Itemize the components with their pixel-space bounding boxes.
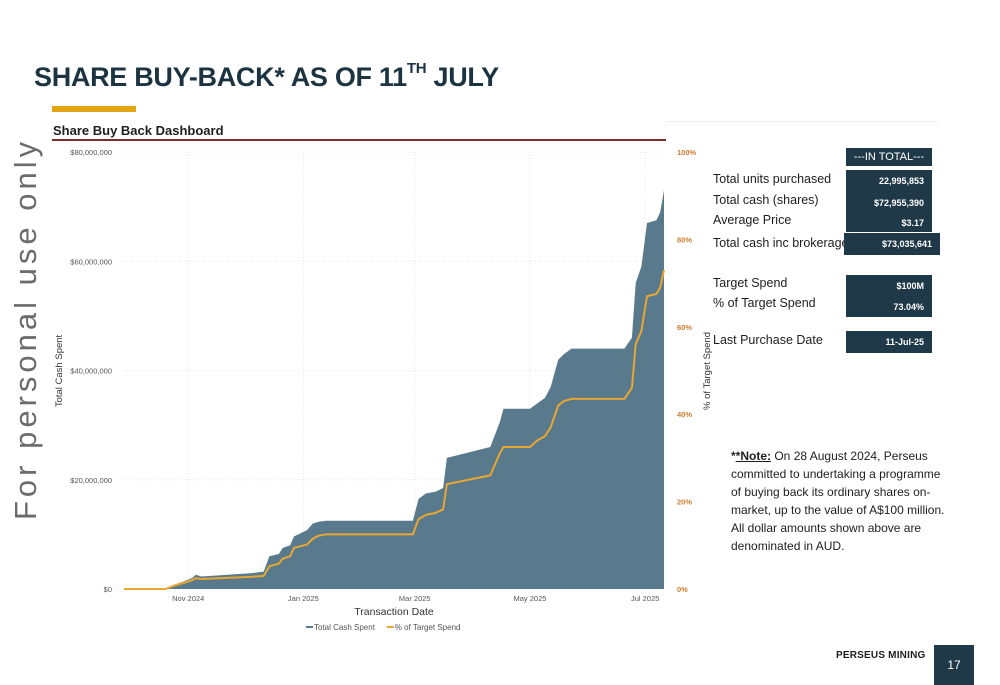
kpi-label-total-cash-shares: Total cash (shares) (713, 193, 819, 207)
y-tick-label: $60,000,000 (70, 257, 112, 266)
y2-tick-label: 40% (677, 410, 692, 419)
in-total-header: ---IN TOTAL--- (846, 148, 932, 166)
slide-title: SHARE BUY-BACK* AS OF 11TH JULY (34, 60, 499, 93)
slide-title-end: JULY (426, 62, 499, 92)
footnote-lead: **Note: (731, 449, 772, 463)
y2-tick-label: 0% (677, 585, 688, 594)
kpi-value-total-cash-brokerage: $73,035,641 (844, 233, 940, 255)
legend-label: % of Target Spend (395, 623, 461, 632)
page-number: 17 (934, 645, 974, 685)
y-tick-label: $0 (104, 585, 112, 594)
y2-tick-label: 20% (677, 498, 692, 507)
kpi-value-percent-target-spend: 73.04% (846, 297, 932, 317)
x-tick-label: Jul 2025 (631, 594, 659, 603)
y-tick-label: $40,000,000 (70, 367, 112, 376)
x-tick-label: Nov 2024 (172, 594, 204, 603)
kpi-value-total-cash-shares: $72,955,390 (846, 192, 932, 214)
x-tick-label: Jan 2025 (288, 594, 319, 603)
kpi-value-last-purchase-date: 11-Jul-25 (846, 331, 932, 353)
series-area-total-cash-spent (124, 190, 664, 590)
kpi-value-average-price: $3.17 (846, 214, 932, 232)
footnote-text: On 28 August 2024, Perseus committed to … (731, 449, 945, 553)
x-tick-label: Mar 2025 (399, 594, 431, 603)
kpi-value-target-spend: $100M (846, 275, 932, 297)
y-tick-label: $80,000,000 (70, 148, 112, 157)
x-tick-label: May 2025 (513, 594, 546, 603)
y-axis-title: Total Cash Spent (54, 334, 65, 407)
kpi-label-total-units: Total units purchased (713, 172, 832, 186)
dashboard-title-rule-extension (666, 121, 938, 122)
series-line-percent-target-spend (124, 269, 665, 590)
legend-label: Total Cash Spent (314, 623, 376, 632)
kpi-label-target-spend: Target Spend (713, 276, 788, 290)
brand-name: PERSEUS MINING (836, 650, 926, 661)
kpi-label-last-purchase-date: Last Purchase Date (713, 333, 823, 347)
x-axis-title: Transaction Date (354, 606, 434, 618)
dashboard-title: Share Buy Back Dashboard (53, 123, 224, 138)
footnote: **Note: On 28 August 2024, Perseus commi… (731, 447, 953, 555)
footnote-lead-text: *Note: (735, 449, 772, 463)
kpi-value-total-units: 22,995,853 (846, 170, 932, 192)
y2-axis-title: % of Target Spend (702, 332, 713, 410)
slide-title-superscript: TH (406, 60, 427, 77)
y2-tick-label: 60% (677, 323, 692, 332)
kpi-label-percent-target-spend: % of Target Spend (713, 296, 816, 310)
kpi-label-total-cash-brokerage: Total cash inc brokerage (713, 236, 849, 250)
dashboard-title-rule (52, 139, 666, 141)
slide-title-main: SHARE BUY-BACK* AS OF 11 (34, 62, 407, 92)
y2-tick-label: 80% (677, 235, 692, 244)
y-tick-label: $20,000,000 (70, 476, 112, 485)
kpi-label-average-price: Average Price (713, 213, 792, 227)
y2-tick-label: 100% (677, 148, 697, 157)
title-accent-bar (52, 106, 136, 112)
